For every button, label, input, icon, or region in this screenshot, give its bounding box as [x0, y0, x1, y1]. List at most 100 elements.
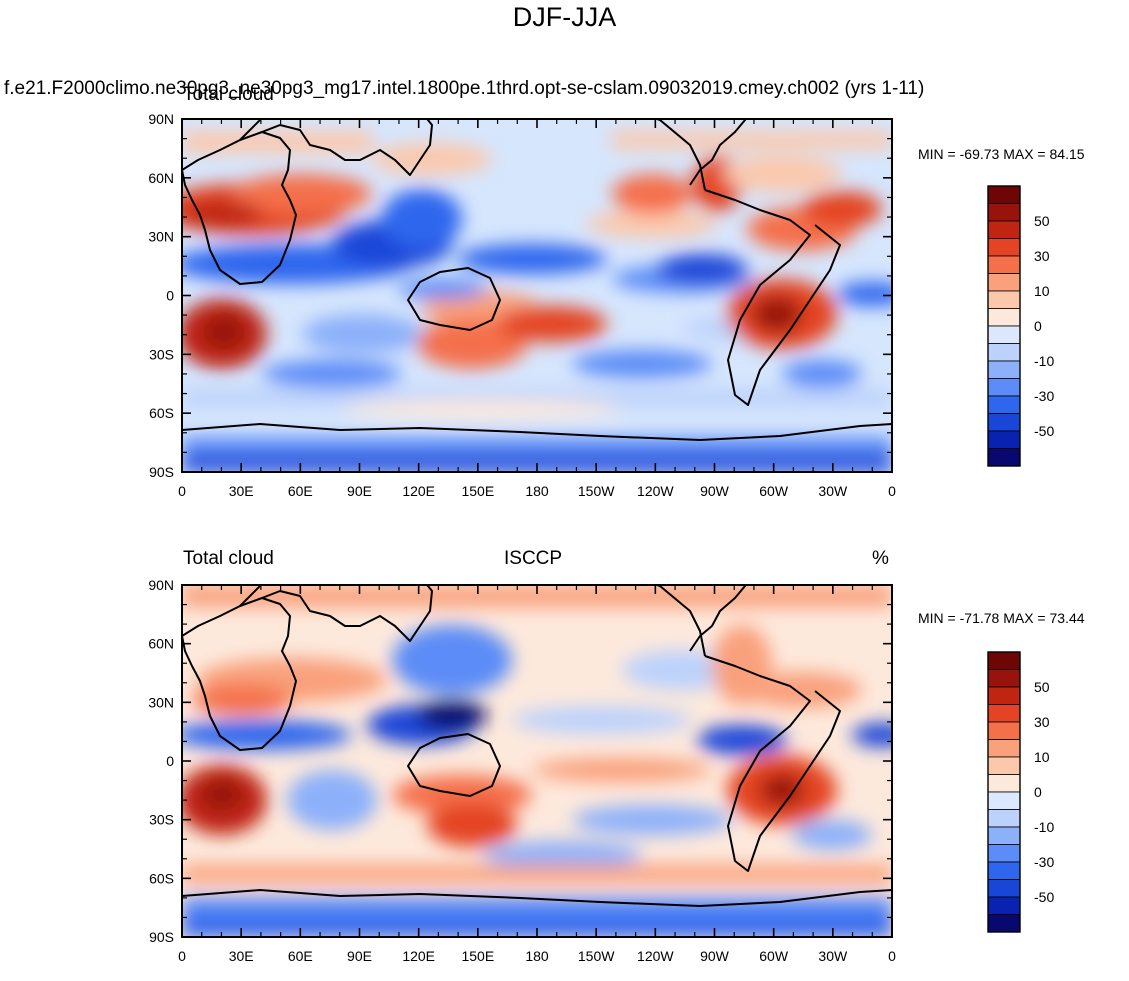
- panel-2-colorbar-box: [987, 844, 1021, 863]
- panel-2-lat-label: 30S: [149, 812, 174, 828]
- south-america-coast-2: [704, 655, 841, 872]
- panel-2-colorbar-box: [987, 861, 1021, 880]
- panel-2-left-label: Total cloud: [183, 548, 274, 569]
- panel-1-lat-label: 30N: [148, 229, 174, 245]
- panel-1-lat-label: 90N: [148, 111, 174, 127]
- panel-2-colorbar-box: [987, 914, 1021, 933]
- panel-1-lon-label: 90W: [700, 483, 730, 499]
- panel-1-colorbar-label: 30: [1034, 248, 1050, 264]
- panel-1-colorbar-frame: [987, 185, 1021, 467]
- panel-2-lon-label: 30E: [229, 948, 254, 964]
- panel-1-colorbar-box: [987, 395, 1021, 414]
- panel-1-colorbar-box: [987, 273, 1021, 292]
- panel-1-minmax: MIN = -69.73 MAX = 84.15: [918, 146, 1085, 162]
- panel-1-left-label: Total cloud: [183, 84, 274, 105]
- panel-2-lon-label: 60E: [288, 948, 313, 964]
- antarctica-coast-2: [182, 889, 892, 907]
- panel-2-colorbar-box: [987, 774, 1021, 793]
- panel-2-lat-label: 60S: [149, 870, 174, 886]
- north-america-coast-b: [653, 119, 706, 191]
- panel-2-lon-label: 150E: [461, 948, 494, 964]
- panel-1-colorbar-label: 10: [1034, 283, 1050, 299]
- panel-1-colorbar-label: 50: [1034, 213, 1050, 229]
- panel-1-lon-label: 150W: [578, 483, 615, 499]
- panel-1-colorbar-box: [987, 448, 1021, 467]
- panel-1-map: [182, 119, 892, 472]
- panel-2-colorbar-label: 0: [1034, 784, 1042, 800]
- north-america-coast-2b: [653, 585, 706, 657]
- panel-1-field: [182, 119, 892, 472]
- panel-2-colorbar-box: [987, 651, 1021, 670]
- panel-2-colorbar-label: -30: [1034, 854, 1054, 870]
- panel-2-lon-label: 90W: [700, 948, 730, 964]
- panel-1-colorbar-box: [987, 378, 1021, 397]
- australia-coast: [407, 267, 501, 331]
- panel-1-colorbar-box: [987, 413, 1021, 432]
- panel-2-colorbar-box: [987, 721, 1021, 740]
- panel-2-lon-label: 0: [888, 948, 896, 964]
- panel-2-lon-label: 180: [525, 948, 549, 964]
- panel-1-lat-label: 60S: [149, 405, 174, 421]
- panel-1-colorbar-box: [987, 308, 1021, 327]
- panel-2-coastlines: [182, 510, 892, 907]
- panel-1-colorbar-box: [987, 220, 1021, 239]
- panel-2-lat-label: 60N: [148, 636, 174, 652]
- africa-coast-2: [182, 597, 297, 751]
- panel-2-colorbar-label: 10: [1034, 749, 1050, 765]
- panel-2-colorbar-box: [987, 896, 1021, 915]
- panel-2-field: [182, 585, 892, 937]
- panel-1-lon-label: 120W: [637, 483, 674, 499]
- panel-2-lat-label: 90N: [148, 577, 174, 593]
- panel-1-lon-label: 0: [888, 483, 896, 499]
- figure-title: DJF-JJA: [512, 2, 617, 32]
- panel-1-colorbar-box: [987, 325, 1021, 344]
- arctic-coast-2: [182, 510, 530, 578]
- panel-2-lon-label: 150W: [578, 948, 615, 964]
- panel-2-lon-label: 120W: [637, 948, 674, 964]
- panel-1-lon-label: 150E: [461, 483, 494, 499]
- panel-1-colorbar-box: [987, 343, 1021, 362]
- panel-2-colorbar-box: [987, 791, 1021, 810]
- panel-2-lon-label: 30W: [818, 948, 848, 964]
- panel-1-coastlines: [182, 119, 892, 441]
- panel-2-colorbar-box: [987, 686, 1021, 705]
- panel-2-colorbar-label: 50: [1034, 679, 1050, 695]
- panel-1-colorbar-box: [987, 430, 1021, 449]
- panel-1-colorbar-box: [987, 185, 1021, 204]
- panel-1-colorbar-box: [987, 203, 1021, 222]
- panel-2-lon-label: 60W: [759, 948, 789, 964]
- north-america-coast-a: [689, 119, 746, 186]
- panel-1-colorbar-box: [987, 290, 1021, 309]
- panel-2-minmax: MIN = -71.78 MAX = 73.44: [918, 610, 1085, 626]
- south-america-coast: [704, 189, 841, 406]
- panel-1-lat-label: 60N: [148, 170, 174, 186]
- panel-2-colorbar-box: [987, 809, 1021, 828]
- panel-1-colorbar-box: [987, 255, 1021, 274]
- panel-1-lon-label: 30E: [229, 483, 254, 499]
- panel-1-colorbar-box: [987, 360, 1021, 379]
- panel-1-lon-label: 90E: [347, 483, 372, 499]
- panel-1-lon-label: 180: [525, 483, 549, 499]
- panel-2-colorbar-box: [987, 756, 1021, 775]
- panel-1-lat-label: 30S: [149, 346, 174, 362]
- panel-1-lon-label: 60W: [759, 483, 789, 499]
- panel-2-colorbar-label: 30: [1034, 714, 1050, 730]
- panel-2-colorbar-label: -10: [1034, 819, 1054, 835]
- panel-2-colorbar-box: [987, 669, 1021, 688]
- panel-1-lon-label: 60E: [288, 483, 313, 499]
- panel-1-colorbar-label: -10: [1034, 353, 1054, 369]
- panel-2-lon-label: 90E: [347, 948, 372, 964]
- panel-1-lon-label: 120E: [402, 483, 435, 499]
- panel-1-lon-label: 0: [178, 483, 186, 499]
- panel-1-colorbar-label: -50: [1034, 423, 1054, 439]
- panel-2-lon-label: 120E: [402, 948, 435, 964]
- panel-2-colorbar-label: -50: [1034, 889, 1054, 905]
- panel-2-lon-label: 0: [178, 948, 186, 964]
- panel-2-lat-label: 30N: [148, 694, 174, 710]
- north-america-coast-2a: [689, 585, 746, 652]
- panel-2-colorbar-box: [987, 704, 1021, 723]
- panel-1-lon-label: 30W: [818, 483, 848, 499]
- eurasia-coast-2: [239, 585, 433, 642]
